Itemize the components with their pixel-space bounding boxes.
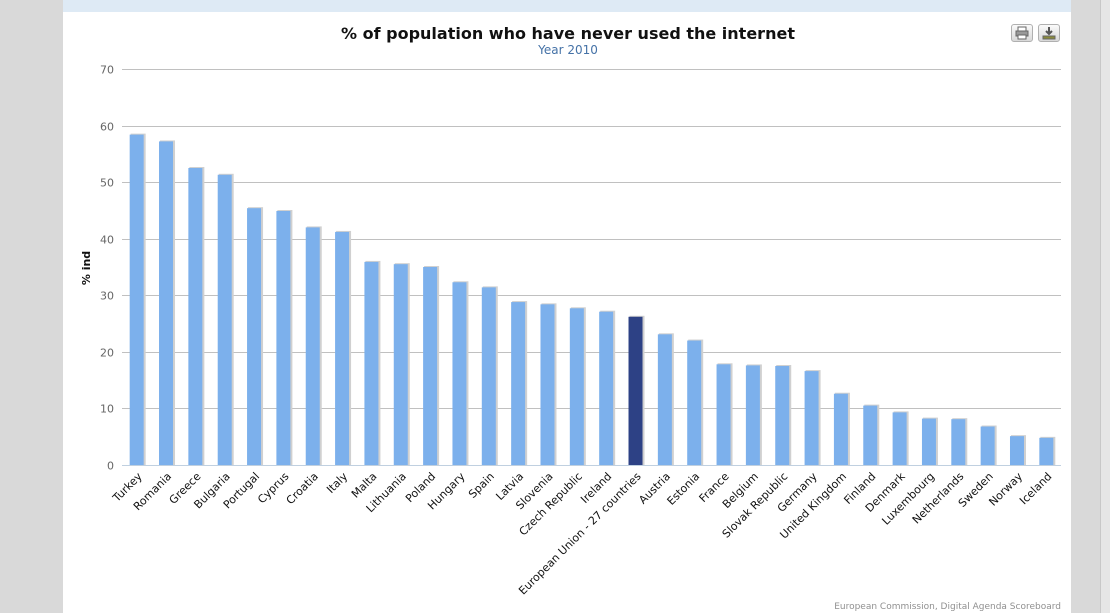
bar-finland[interactable]: [863, 405, 878, 465]
x-tick-label: Estonia: [664, 470, 702, 508]
y-tick-label: 40: [100, 234, 114, 247]
bar-norway[interactable]: [1009, 436, 1024, 465]
bar-croatia[interactable]: [305, 227, 320, 465]
y-tick-label: 0: [107, 460, 114, 473]
bar-hungary[interactable]: [452, 282, 467, 465]
y-tick-label: 50: [100, 177, 114, 190]
y-tick-label: 60: [100, 121, 114, 134]
y-tick-label: 20: [100, 347, 114, 360]
x-tick-label: Norway: [986, 470, 1025, 509]
x-tick-label: Spain: [466, 470, 497, 501]
y-axis-label: % ind: [80, 251, 93, 285]
bar-sweden[interactable]: [980, 426, 995, 465]
bar-portugal[interactable]: [247, 208, 262, 465]
bar-slovenia[interactable]: [540, 304, 555, 465]
bar-luxembourg[interactable]: [921, 418, 936, 465]
bar-italy[interactable]: [335, 231, 350, 465]
bar-lithuania[interactable]: [393, 264, 408, 465]
bar-bulgaria[interactable]: [217, 174, 232, 465]
bar-estonia[interactable]: [687, 340, 702, 465]
printer-icon: [1015, 26, 1029, 40]
bar-iceland[interactable]: [1039, 437, 1054, 465]
bar-turkey[interactable]: [129, 134, 144, 465]
bar-european-union-27-countries[interactable]: [628, 316, 643, 465]
export-button[interactable]: [1038, 24, 1060, 42]
bar-germany[interactable]: [804, 371, 819, 465]
bars: [129, 133, 1056, 465]
bar-denmark[interactable]: [892, 412, 907, 465]
chart-subtitle: Year 2010: [538, 43, 598, 57]
bar-czech-republic[interactable]: [569, 308, 584, 465]
panel-header-strip: [63, 0, 1071, 12]
y-tick-label: 30: [100, 290, 114, 303]
y-tick-label: 70: [100, 64, 114, 77]
chart-title: % of population who have never used the …: [341, 24, 795, 43]
x-tick-label: Italy: [324, 470, 350, 496]
bar-france[interactable]: [716, 364, 731, 465]
download-icon: [1042, 27, 1056, 40]
bar-united-kingdom[interactable]: [833, 393, 848, 465]
x-tick-label: Croatia: [284, 470, 321, 507]
bar-belgium[interactable]: [745, 365, 760, 465]
scrollbar-track[interactable]: [1100, 0, 1110, 613]
print-button[interactable]: [1011, 24, 1033, 42]
bar-latvia[interactable]: [511, 302, 526, 465]
bar-spain[interactable]: [481, 287, 496, 465]
credits-link[interactable]: European Commission, Digital Agenda Scor…: [834, 602, 1061, 612]
bar-romania[interactable]: [159, 141, 174, 465]
bar-malta[interactable]: [364, 261, 379, 465]
bar-netherlands[interactable]: [951, 419, 966, 465]
x-axis-labels: TurkeyRomaniaGreeceBulgariaPortugalCypru…: [110, 469, 1055, 597]
bar-greece[interactable]: [188, 168, 203, 465]
bar-slovak-republic[interactable]: [775, 366, 790, 465]
bar-cyprus[interactable]: [276, 210, 291, 465]
y-axis-ticks: 0 10 20 30 40 50 60 70: [100, 64, 114, 473]
y-tick-label: 10: [100, 403, 114, 416]
bar-poland[interactable]: [423, 267, 438, 465]
bar-austria[interactable]: [657, 334, 672, 465]
bar-ireland[interactable]: [599, 311, 614, 465]
x-tick-label: Iceland: [1017, 470, 1054, 507]
